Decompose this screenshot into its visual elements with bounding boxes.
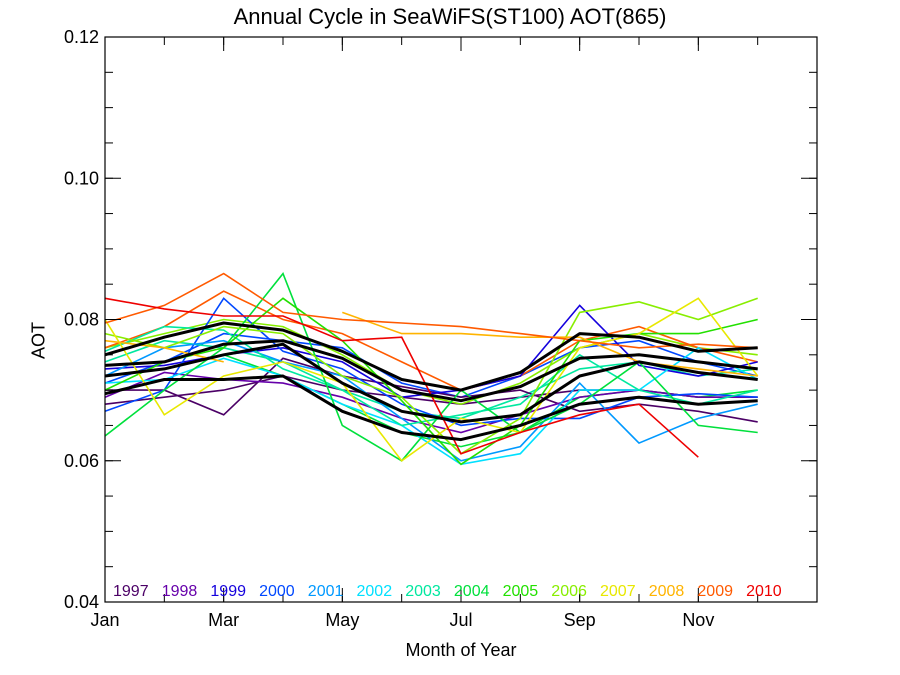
mean-lines xyxy=(104,321,758,442)
y-axis-label: AOT xyxy=(28,322,49,360)
series-line-2006 xyxy=(104,297,758,455)
plot-frame xyxy=(104,36,818,603)
mean-line-1 xyxy=(104,339,758,403)
legend-entry-2008: 2008 xyxy=(649,583,685,600)
series-line-2002 xyxy=(104,346,759,466)
legend-entry-2005: 2005 xyxy=(503,583,539,600)
legend-entry-2003: 2003 xyxy=(405,583,441,600)
axes: Jan Mar May Jul Sep Nov 0.04 0.06 0.08 0.10 0.12 xyxy=(64,27,818,630)
y-tick-label: 0.08 xyxy=(64,310,99,330)
series-line-1997 xyxy=(105,357,758,423)
series-line-2005 xyxy=(104,297,758,466)
mean-line-3 xyxy=(104,374,758,442)
series-line-2009 xyxy=(104,272,758,349)
legend-entry-1998: 1998 xyxy=(162,583,198,600)
series-line-extra-1 xyxy=(104,332,758,399)
legend-entry-2009: 2009 xyxy=(697,583,733,600)
series-line-extra-4 xyxy=(104,290,758,391)
series-line-2010 xyxy=(104,297,699,458)
legend-entry-2001: 2001 xyxy=(308,583,344,600)
legend-entry-2006: 2006 xyxy=(551,583,587,600)
legend-entry-2004: 2004 xyxy=(454,583,490,600)
legend: 1997 1998 1999 2000 2001 2002 2003 2004 2005 2006… xyxy=(113,583,782,600)
x-tick-label: May xyxy=(325,610,359,630)
y-tick-label: 0.12 xyxy=(64,27,99,47)
x-axis-label: Month of Year xyxy=(405,640,517,660)
legend-entry-2010: 2010 xyxy=(746,583,782,600)
legend-entry-2007: 2007 xyxy=(600,583,636,600)
mean-line-0 xyxy=(104,321,758,392)
legend-entry-2000: 2000 xyxy=(259,583,295,600)
series-line-2007 xyxy=(104,297,759,462)
mean-line-2 xyxy=(104,342,758,424)
x-tick-label: Nov xyxy=(682,610,714,630)
legend-entry-1997: 1997 xyxy=(113,583,149,600)
legend-entry-1999: 1999 xyxy=(210,583,246,600)
x-tick-label: Jan xyxy=(90,610,119,630)
legend-entry-2002: 2002 xyxy=(357,583,393,600)
x-tick-label: Mar xyxy=(208,610,239,630)
y-tick-label: 0.10 xyxy=(64,168,99,188)
x-tick-label: Jul xyxy=(449,610,472,630)
y-tick-label: 0.04 xyxy=(64,592,99,612)
series-line-2000 xyxy=(104,297,758,427)
chart-title: Annual Cycle in SeaWiFS(ST100) AOT(865) xyxy=(233,4,667,29)
x-tick-label: Sep xyxy=(564,610,596,630)
y-tick-label: 0.06 xyxy=(64,451,99,471)
